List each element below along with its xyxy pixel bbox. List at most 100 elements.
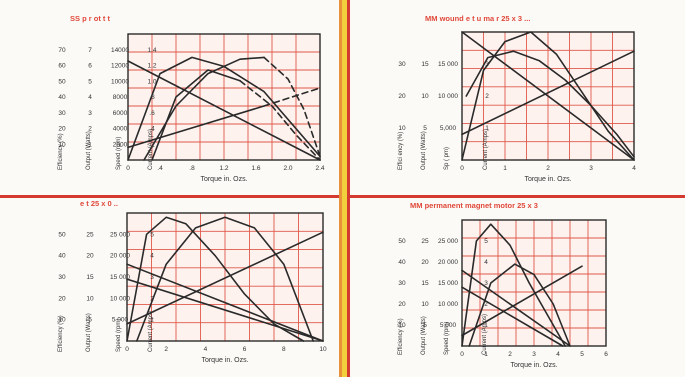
axis-column-value: 10: [58, 317, 66, 324]
axis-column-header: Current (Amps): [482, 314, 488, 355]
x-tick-label: 8: [282, 346, 286, 353]
axis-column-value: 25 000: [110, 231, 130, 238]
axis-column-value: 10: [421, 301, 429, 308]
x-tick-label: 0: [125, 346, 129, 353]
series-line: [126, 263, 324, 342]
axis-column-value: 15 000: [438, 280, 458, 287]
axis-column-value: 60: [58, 63, 66, 70]
axis-column-value: 40: [398, 259, 406, 266]
series-line: [263, 87, 321, 107]
axis-column-value: 4: [150, 253, 154, 260]
chart-2: MM wound e t u ma r 25 x 3 ... 0 1 2 3 4 Torqu…: [398, 14, 636, 183]
axis-column-value: 2: [485, 93, 489, 100]
x-tick-label: .8: [189, 165, 195, 172]
axis-column-header: Current (Amps): [148, 129, 154, 170]
axis-column-value: 10: [58, 141, 66, 148]
axis-column-value: 3: [484, 280, 488, 287]
axis-column-value: 6000: [113, 110, 128, 117]
axis-column-value: 70: [58, 47, 66, 54]
axis-column-value: 10 000: [438, 301, 458, 308]
series-line: [239, 80, 321, 161]
x-tick-label: 1.2: [219, 165, 228, 172]
axis-column-value: 30: [58, 110, 66, 117]
axis-column-value: 4000: [113, 126, 128, 133]
series-line: [136, 216, 315, 342]
axis-column-value: 20: [398, 301, 406, 308]
axis-column-value: 12000: [111, 63, 129, 70]
divider-horizontal-left: [0, 195, 339, 198]
axis-column-value: 20 000: [438, 259, 458, 266]
axis-column-value: 50: [58, 231, 66, 238]
series-line: [126, 216, 305, 342]
x-tick-label: 2: [508, 351, 512, 358]
axis-column-value: 8000: [113, 94, 128, 101]
axis-column-value: 15 000: [438, 61, 458, 68]
axis-column-value: 5: [423, 125, 427, 132]
x-tick-label: 2.0: [283, 165, 292, 172]
axis-column-value: 15 000: [110, 274, 130, 281]
axis-column-value: 15: [421, 280, 429, 287]
series-line: [127, 60, 321, 161]
x-tick-label: 0: [460, 351, 464, 358]
axis-column-header: Output (Watts): [86, 313, 92, 352]
series-line: [461, 50, 635, 136]
axis-column-value: 14000: [111, 47, 129, 54]
x-tick-label: 4: [556, 351, 560, 358]
axis-column-value: 20: [58, 126, 66, 133]
axis-column-value: 5 000: [112, 317, 129, 324]
axis-column-value: 20: [86, 253, 94, 260]
x-tick-label: 6: [243, 346, 247, 353]
axis-column-value: 10: [86, 295, 94, 302]
series-line: [126, 231, 324, 325]
axis-column-value: 1: [150, 317, 154, 324]
x-tick-label: 10: [319, 346, 327, 353]
axis-column-value: 2000: [113, 141, 128, 148]
series-line: [461, 223, 567, 347]
axis-column-value: 50: [58, 78, 66, 85]
axis-column-value: 40: [58, 253, 66, 260]
axis-column-value: 25 000: [438, 238, 458, 245]
axis-column-value: 1.0: [147, 78, 156, 85]
axis-column-header: Current (Amps): [148, 311, 154, 352]
axis-column-value: 5: [484, 238, 488, 245]
axis-column-value: 1: [485, 125, 489, 132]
axis-column-value: 30: [58, 274, 66, 281]
series-line: [461, 31, 635, 161]
x-tick-label: 5: [580, 351, 584, 358]
axis-column-header: Speed (rpm): [116, 137, 122, 170]
axis-column-value: 7: [88, 47, 92, 54]
axis-column-value: 10000: [111, 78, 129, 85]
axis-column-header: Output (Watts): [86, 131, 92, 170]
axis-column-value: 1: [88, 141, 92, 148]
axis-column-value: 3: [150, 274, 154, 281]
plot-frame: [461, 31, 635, 161]
divider-band-orange: [339, 0, 342, 377]
divider-horizontal-right: [350, 195, 685, 198]
axis-column-value: 4: [88, 94, 92, 101]
axis-column-value: 6: [88, 63, 92, 70]
axis-column-header: Speed (rpm): [444, 322, 450, 355]
series-line: [127, 105, 265, 149]
x-tick-label: 4: [632, 165, 636, 172]
axis-column-value: 1: [484, 322, 488, 329]
chart-title: MM wound e t u ma r 25 x 3 ...: [425, 14, 530, 23]
divider-band-red: [347, 0, 350, 377]
axis-column-value: 15: [86, 274, 94, 281]
x-tick-label: 2: [546, 165, 550, 172]
axis-column-value: 10 000: [110, 295, 130, 302]
divider-band-yellow: [342, 0, 347, 377]
axis-column-value: 2: [88, 126, 92, 133]
axis-column-header: Output (Watts): [421, 131, 427, 170]
x-tick-label: 1: [503, 165, 507, 172]
x-tick-label: 0: [460, 165, 464, 172]
axis-column-header: Current (Amps): [483, 129, 489, 170]
axis-column-value: .2: [149, 141, 155, 148]
x-axis-label: Torque in. Ozs.: [201, 357, 248, 364]
series-line: [263, 56, 321, 158]
plot-frame: [126, 212, 324, 342]
series-line: [468, 263, 571, 347]
axis-column-header: Efficiency (%): [58, 133, 64, 170]
x-tick-label: 2: [164, 346, 168, 353]
